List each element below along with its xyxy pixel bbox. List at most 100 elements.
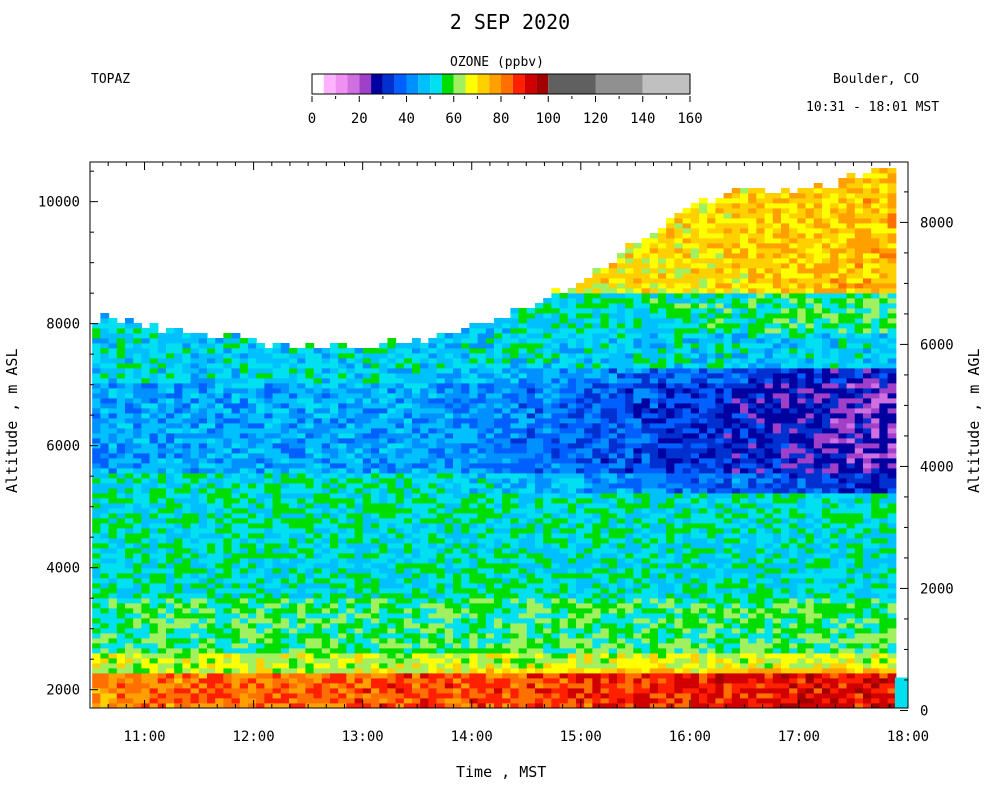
heatmap-cell <box>444 368 454 374</box>
heatmap-cell <box>575 308 585 314</box>
heatmap-cell <box>403 693 413 699</box>
heatmap-cell <box>428 518 438 524</box>
heatmap-cell <box>461 408 470 414</box>
heatmap-cell <box>174 693 183 699</box>
heatmap-cell <box>395 398 405 404</box>
heatmap-cell <box>174 333 183 339</box>
heatmap-cell <box>313 693 323 699</box>
heatmap-cell <box>444 518 454 524</box>
heatmap-cell <box>149 418 159 424</box>
heatmap-cell <box>288 588 298 594</box>
heatmap-cell <box>461 328 470 334</box>
heatmap-cell <box>444 488 454 494</box>
heatmap-cell <box>600 673 610 679</box>
heatmap-cell <box>551 383 561 389</box>
heatmap-cell <box>370 518 380 524</box>
heatmap-cell <box>206 363 216 369</box>
heatmap-cell <box>256 438 265 444</box>
heatmap-cell <box>403 403 413 409</box>
heatmap-cell <box>485 623 495 629</box>
heatmap-cell <box>608 268 618 274</box>
heatmap-cell <box>420 533 429 539</box>
heatmap-cell <box>534 578 544 584</box>
heatmap-cell <box>477 473 487 479</box>
heatmap-cell <box>92 633 101 639</box>
heatmap-cell <box>231 643 241 649</box>
heatmap-cell <box>362 503 372 509</box>
heatmap-cell <box>297 388 306 394</box>
heatmap-cell <box>297 363 306 369</box>
heatmap-cell <box>403 553 413 559</box>
heatmap-cell <box>165 418 175 424</box>
heatmap-cell <box>206 703 216 709</box>
heatmap-cell <box>608 658 618 664</box>
heatmap-cell <box>198 588 208 594</box>
heatmap-cell <box>280 388 290 394</box>
heatmap-cell <box>584 623 593 629</box>
heatmap-cell <box>124 553 134 559</box>
heatmap-cell <box>559 308 569 314</box>
heatmap-cell <box>567 503 577 509</box>
heatmap-cell <box>157 473 167 479</box>
heatmap-cell <box>469 523 479 529</box>
heatmap-cell <box>559 478 569 484</box>
heatmap-cell <box>182 408 192 414</box>
heatmap-cell <box>280 503 290 509</box>
heatmap-cell <box>387 688 397 694</box>
heatmap-cell <box>493 523 503 529</box>
heatmap-cell <box>387 603 397 609</box>
heatmap-cell <box>428 703 438 709</box>
heatmap-cell <box>518 593 528 599</box>
heatmap-cell <box>100 323 110 329</box>
heatmap-cell <box>157 428 167 434</box>
heatmap-cell <box>149 698 159 704</box>
heatmap-cell <box>444 628 454 634</box>
heatmap-cell <box>190 548 200 554</box>
heatmap-cell <box>313 418 323 424</box>
heatmap-cell <box>149 573 159 579</box>
heatmap-cell <box>551 423 561 429</box>
heatmap-cell <box>346 363 356 369</box>
heatmap-cell <box>124 503 134 509</box>
heatmap-cell <box>608 343 618 349</box>
heatmap-cell <box>280 658 290 664</box>
heatmap-cell <box>346 378 356 384</box>
heatmap-cell <box>280 528 290 534</box>
heatmap-cell <box>452 528 462 534</box>
heatmap-cell <box>518 373 528 379</box>
heatmap-cell <box>198 363 208 369</box>
heatmap-cell <box>452 353 462 359</box>
heatmap-cell <box>510 473 520 479</box>
heatmap-cell <box>370 478 380 484</box>
heatmap-cell <box>198 598 208 604</box>
heatmap-cell <box>256 528 265 534</box>
heatmap-cell <box>584 413 593 419</box>
heatmap-cell <box>485 653 495 659</box>
heatmap-cell <box>411 668 421 674</box>
heatmap-cell <box>543 618 552 624</box>
heatmap-cell <box>215 548 224 554</box>
heatmap-cell <box>165 468 175 474</box>
heatmap-cell <box>608 358 618 364</box>
heatmap-cell <box>346 388 356 394</box>
heatmap-cell <box>354 413 364 419</box>
heatmap-cell <box>584 588 593 594</box>
heatmap-cell <box>477 403 487 409</box>
heatmap-cell <box>338 638 347 644</box>
heatmap-cell <box>559 598 569 604</box>
heatmap-cell <box>510 468 520 474</box>
heatmap-cell <box>461 513 470 519</box>
heatmap-cell <box>297 523 306 529</box>
heatmap-cell <box>346 428 356 434</box>
heatmap-cell <box>485 528 495 534</box>
heatmap-cell <box>247 383 257 389</box>
heatmap-cell <box>313 443 323 449</box>
heatmap-cell <box>600 423 610 429</box>
heatmap-cell <box>256 403 265 409</box>
heatmap-cell <box>461 593 470 599</box>
heatmap-cell <box>436 338 446 344</box>
heatmap-cell <box>92 618 101 624</box>
heatmap-cell <box>223 518 233 524</box>
heatmap-cell <box>297 428 306 434</box>
heatmap-cell <box>420 423 429 429</box>
